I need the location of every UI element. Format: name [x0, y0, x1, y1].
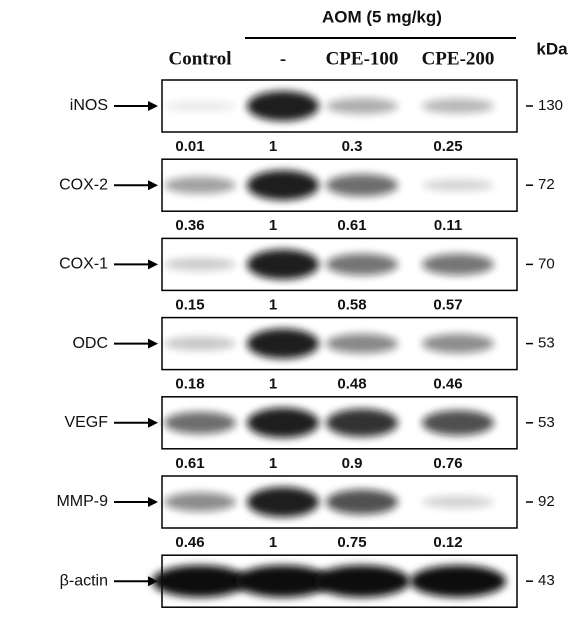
- band: [247, 249, 319, 280]
- band-value: 0.61: [175, 455, 204, 472]
- kda-label: 53: [538, 335, 555, 352]
- band-value: 1: [269, 534, 277, 551]
- band-value: 0.48: [337, 376, 366, 393]
- band: [410, 565, 506, 598]
- kda-label: 72: [538, 176, 555, 193]
- band-value: 0.25: [433, 138, 462, 155]
- column-label: CPE-100: [326, 48, 399, 69]
- arrow-head: [148, 101, 158, 111]
- arrow-head: [148, 417, 158, 428]
- band: [422, 334, 494, 354]
- band-value: 0.01: [175, 138, 204, 155]
- band-value: 0.9: [342, 455, 363, 472]
- column-label: Control: [169, 48, 232, 69]
- band-value: 1: [269, 455, 277, 472]
- band: [164, 176, 236, 194]
- band-value: 0.46: [433, 376, 462, 393]
- band-value: 0.58: [337, 296, 366, 313]
- kda-label: 53: [538, 414, 555, 431]
- kda-label: 70: [538, 255, 555, 272]
- band: [326, 174, 398, 197]
- band-value: 1: [269, 217, 277, 234]
- band: [326, 408, 398, 437]
- unit-label: kDa: [536, 39, 568, 58]
- band: [164, 411, 236, 434]
- band: [326, 98, 398, 114]
- band: [247, 487, 319, 517]
- band-value: 0.11: [434, 217, 462, 234]
- band: [422, 253, 494, 276]
- protein-label: VEGF: [64, 414, 108, 431]
- band-value: 0.57: [433, 296, 462, 313]
- column-label: -: [280, 48, 286, 69]
- group-label: AOM (5 mg/kg): [322, 7, 442, 26]
- kda-label: 92: [538, 493, 555, 510]
- band: [164, 100, 236, 112]
- band: [314, 565, 410, 598]
- band: [235, 565, 331, 598]
- band: [164, 336, 236, 351]
- kda-label: 130: [538, 97, 563, 114]
- band-value: 0.18: [175, 376, 204, 393]
- band: [247, 91, 319, 121]
- column-label: CPE-200: [422, 48, 495, 69]
- protein-label: ODC: [72, 335, 108, 352]
- band: [164, 492, 236, 512]
- band-value: 1: [269, 296, 277, 313]
- arrow-head: [148, 259, 158, 270]
- band: [422, 98, 494, 114]
- band-value: 0.61: [337, 217, 366, 234]
- band: [326, 489, 398, 515]
- band-value: 0.15: [175, 296, 204, 313]
- band-value: 0.46: [175, 534, 204, 551]
- band: [164, 257, 236, 271]
- band: [247, 407, 319, 438]
- kda-label: 43: [538, 572, 555, 589]
- band-value: 1: [269, 138, 277, 155]
- protein-label: iNOS: [70, 97, 108, 114]
- band: [422, 495, 494, 509]
- arrow-head: [148, 338, 158, 349]
- band: [247, 170, 319, 201]
- band-value: 0.3: [342, 138, 363, 155]
- protein-label: COX-2: [59, 176, 108, 193]
- arrow-head: [148, 180, 158, 191]
- arrow-head: [148, 497, 158, 507]
- protein-label: MMP-9: [56, 493, 108, 510]
- band: [326, 333, 398, 354]
- band-value: 0.12: [433, 534, 462, 551]
- band: [326, 253, 398, 276]
- band-value: 0.75: [337, 534, 366, 551]
- protein-label: β-actin: [60, 572, 108, 589]
- band-value: 0.36: [175, 217, 204, 234]
- band-value: 1: [269, 376, 277, 393]
- band: [152, 565, 248, 598]
- band: [422, 410, 494, 436]
- protein-label: COX-1: [59, 256, 108, 273]
- band: [422, 179, 494, 192]
- band: [247, 328, 319, 359]
- band-value: 0.76: [433, 455, 462, 472]
